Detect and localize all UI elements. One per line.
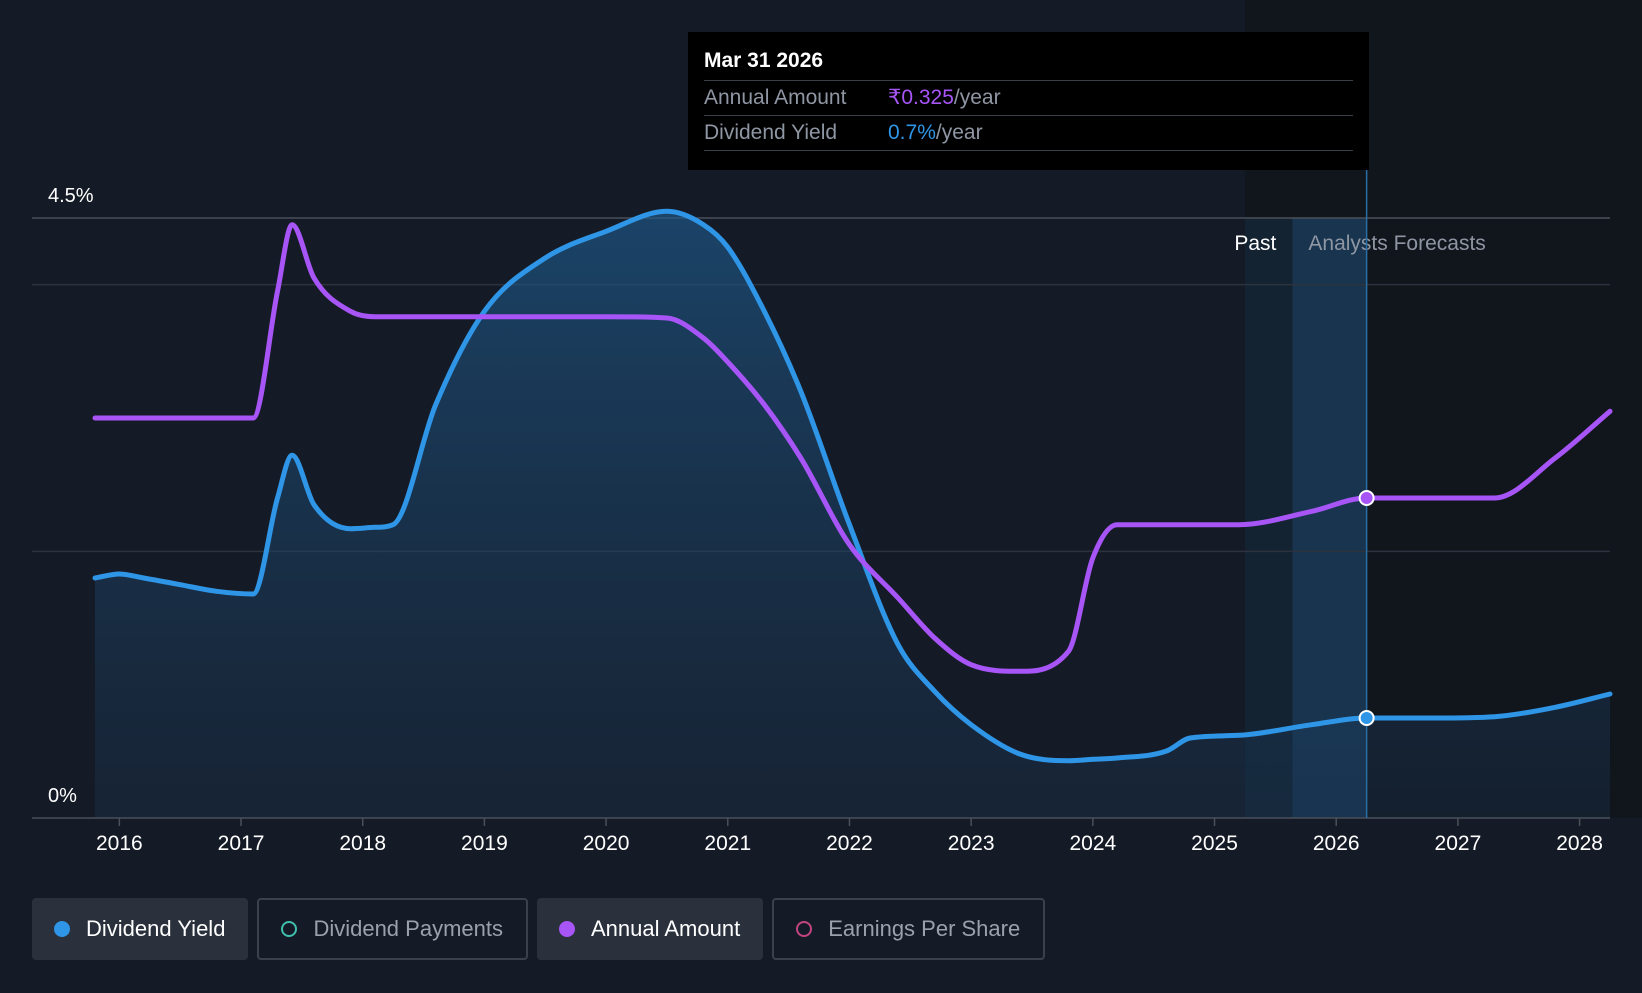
- dividend-yield-line: [92, 208, 1613, 764]
- annual-amount-dot-icon: [558, 921, 575, 937]
- tooltip-annual-amount-label: Annual Amount: [704, 86, 847, 109]
- dividend-yield-marker: [1358, 710, 1375, 726]
- dividend-yield-dot-icon: [54, 921, 70, 937]
- x-tick-label: 2021: [704, 832, 751, 855]
- tooltip-dividend-yield-value: 0.7%: [888, 121, 936, 144]
- x-tick-label: 2026: [1313, 832, 1360, 855]
- x-tick-label: 2028: [1556, 832, 1603, 855]
- x-tick-label: 2027: [1435, 832, 1482, 855]
- y-axis-label-min: 0%: [48, 785, 77, 807]
- tooltip: Mar 31 2026 Annual Amount ₹0.325/year Di…: [688, 32, 1369, 170]
- tooltip-row-dividend-yield: Dividend Yield 0.7%/year: [704, 116, 1353, 151]
- legend-annual-amount-label: Annual Amount: [590, 916, 741, 941]
- legend: Dividend Yield Dividend Payments Annual …: [32, 898, 1046, 960]
- past-label: Past: [1234, 232, 1276, 255]
- x-tick-label: 2020: [583, 832, 630, 855]
- tooltip-annual-amount-value: ₹0.325: [888, 86, 954, 109]
- x-tick-label: 2025: [1191, 832, 1238, 855]
- x-tick-label: 2019: [461, 832, 508, 855]
- legend-earnings-per-share-label: Earnings Per Share: [828, 916, 1021, 941]
- legend-annual-amount[interactable]: Annual Amount: [536, 898, 764, 960]
- annual-amount-line: [92, 222, 1613, 674]
- legend-earnings-per-share[interactable]: Earnings Per Share: [772, 898, 1046, 960]
- forecast-label: Analysts Forecasts: [1308, 232, 1485, 255]
- x-tick-label: 2023: [948, 832, 995, 855]
- x-tick-label: 2016: [96, 832, 143, 855]
- x-tick-label: 2022: [826, 832, 873, 855]
- annual-amount-marker: [1358, 490, 1375, 506]
- earnings-per-share-ring-icon: [796, 921, 813, 937]
- tooltip-dividend-yield-label: Dividend Yield: [704, 121, 838, 144]
- y-axis-label-max: 4.5%: [48, 185, 94, 207]
- legend-dividend-yield[interactable]: Dividend Yield: [32, 898, 249, 960]
- tooltip-date: Mar 31 2026: [704, 46, 1353, 81]
- x-tick-label: 2024: [1069, 832, 1116, 855]
- legend-dividend-yield-label: Dividend Yield: [86, 916, 226, 941]
- dividend-payments-ring-icon: [281, 921, 298, 937]
- x-tick-label: 2017: [218, 832, 265, 855]
- legend-dividend-payments-label: Dividend Payments: [313, 916, 503, 941]
- tooltip-dividend-yield-unit: /year: [935, 121, 983, 144]
- legend-dividend-payments[interactable]: Dividend Payments: [257, 898, 528, 960]
- tooltip-annual-amount-unit: /year: [953, 86, 1001, 109]
- x-tick-label: 2018: [339, 832, 386, 855]
- dividend-yield-area: [95, 211, 1610, 819]
- tooltip-row-annual-amount: Annual Amount ₹0.325/year: [704, 81, 1353, 116]
